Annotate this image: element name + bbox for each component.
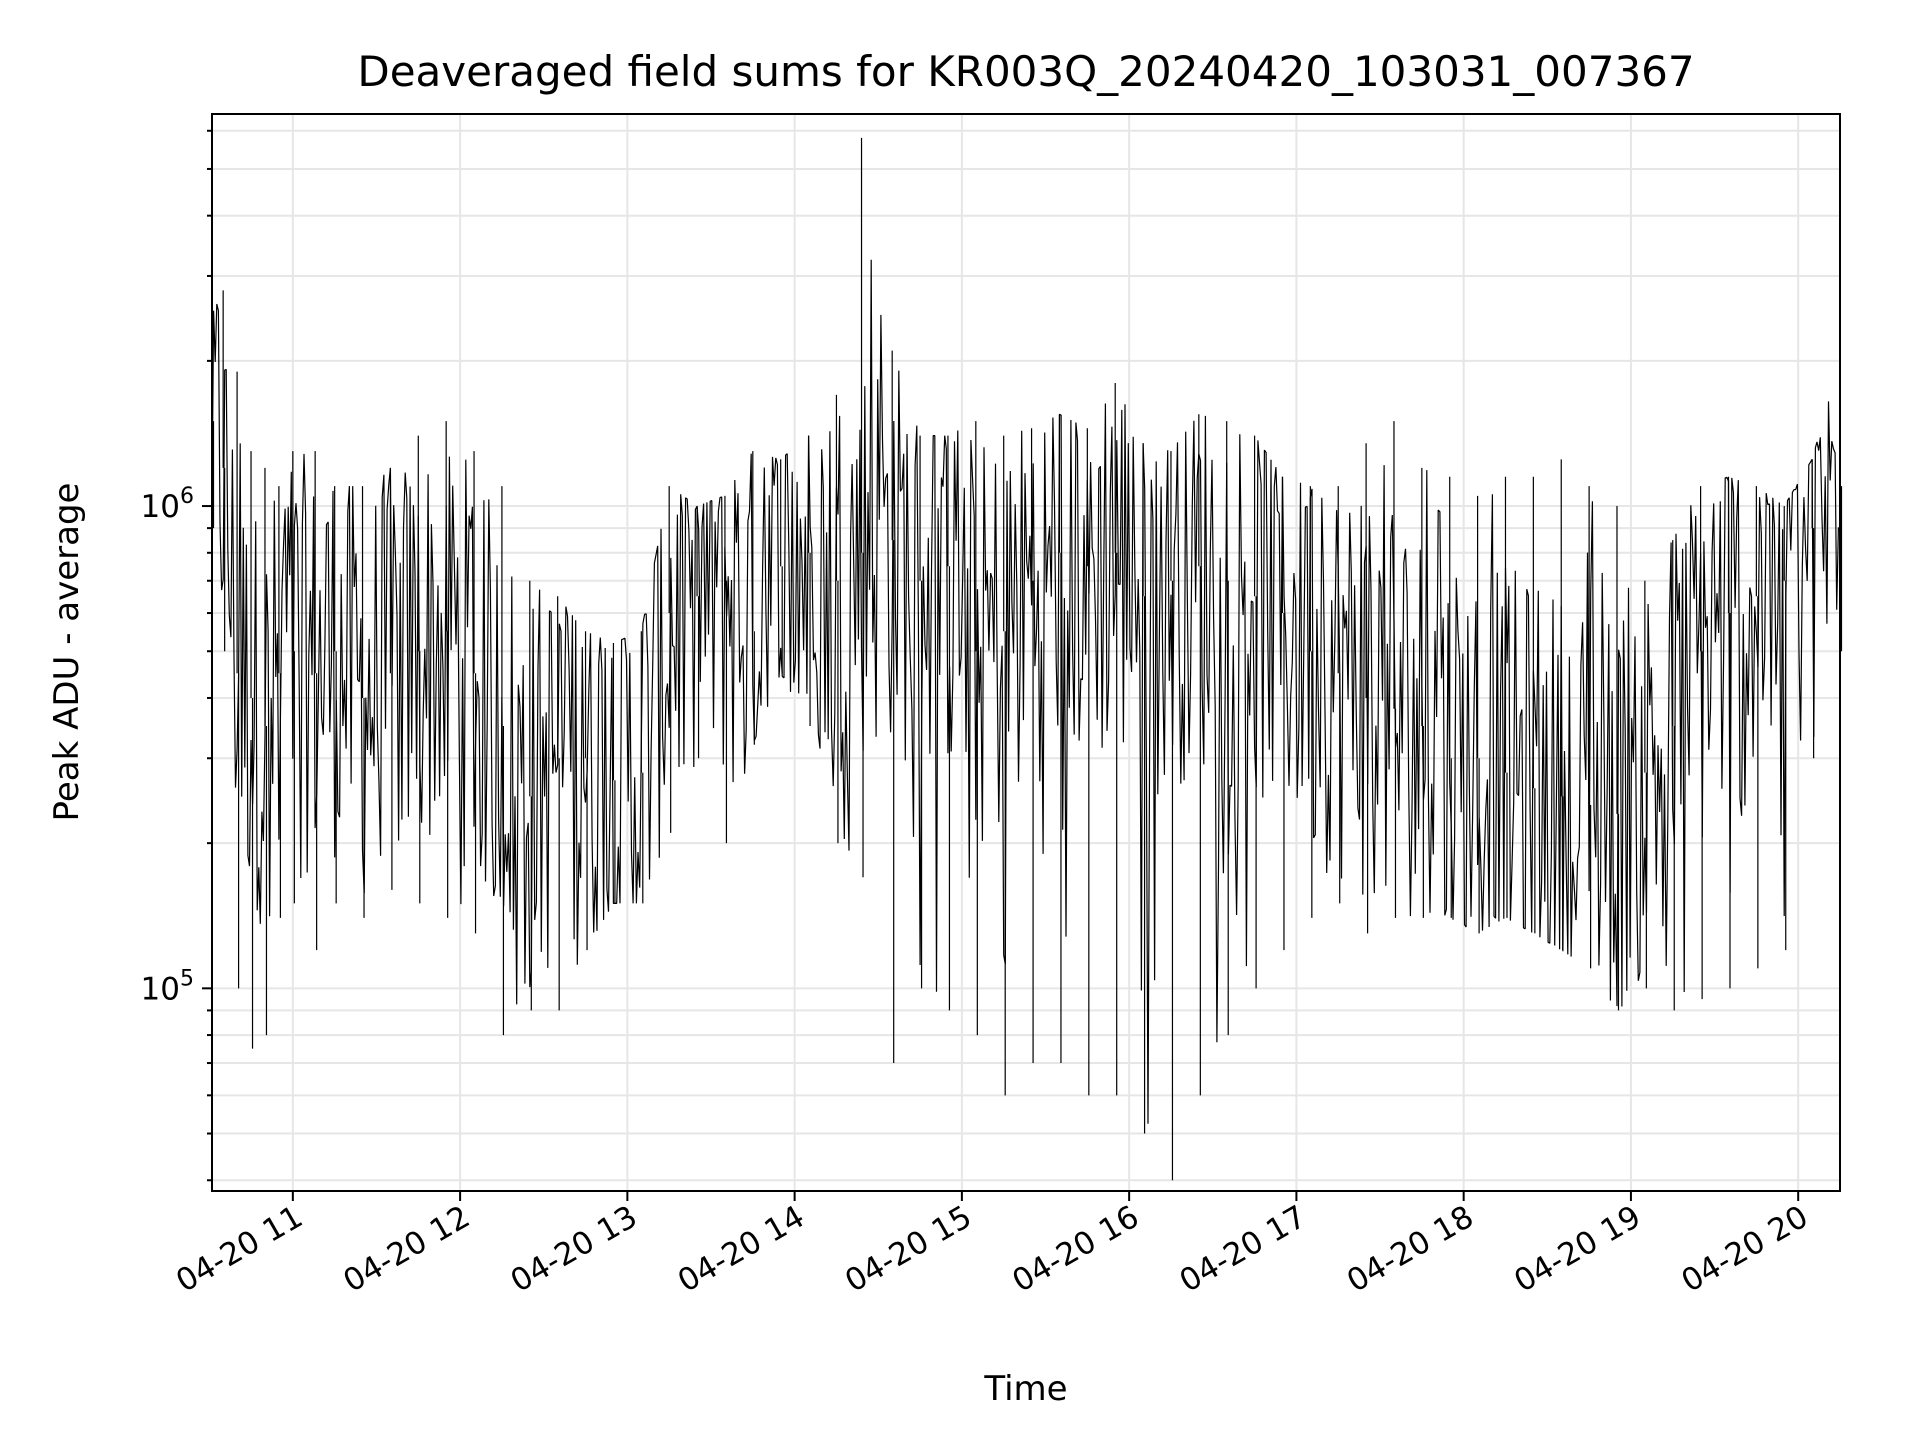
x-tick-label: 04-20 16 [1006,1199,1145,1300]
series-layer [211,137,1843,1181]
y-axis-label: Peak ADU - average [47,483,87,822]
series-line [211,259,1839,1124]
x-tick-label: 04-20 15 [839,1199,978,1300]
y-axis: 105 106 [141,129,212,1182]
x-tick-label: 04-20 19 [1508,1199,1647,1300]
x-axis-label: Time [983,1369,1067,1409]
x-tick-label: 04-20 11 [170,1199,309,1300]
x-tick-label: 04-20 17 [1174,1199,1313,1300]
x-tick-label: 04-20 12 [337,1199,476,1300]
chart-title: Deaveraged field sums for KR003Q_2024042… [357,47,1694,96]
plot-frame [211,113,1841,1192]
grid [212,114,1840,1191]
x-tick-label: 04-20 14 [672,1199,811,1300]
y-tick-label: 106 [141,484,194,525]
x-tick-label: 04-20 13 [505,1199,644,1300]
y-tick-label: 105 [141,966,194,1007]
x-axis: 04-20 11 04-20 12 04-20 13 04-20 14 04-20 15… [170,1191,1814,1300]
x-tick-label: 04-20 18 [1341,1199,1480,1300]
x-tick-label: 04-20 20 [1675,1199,1814,1300]
